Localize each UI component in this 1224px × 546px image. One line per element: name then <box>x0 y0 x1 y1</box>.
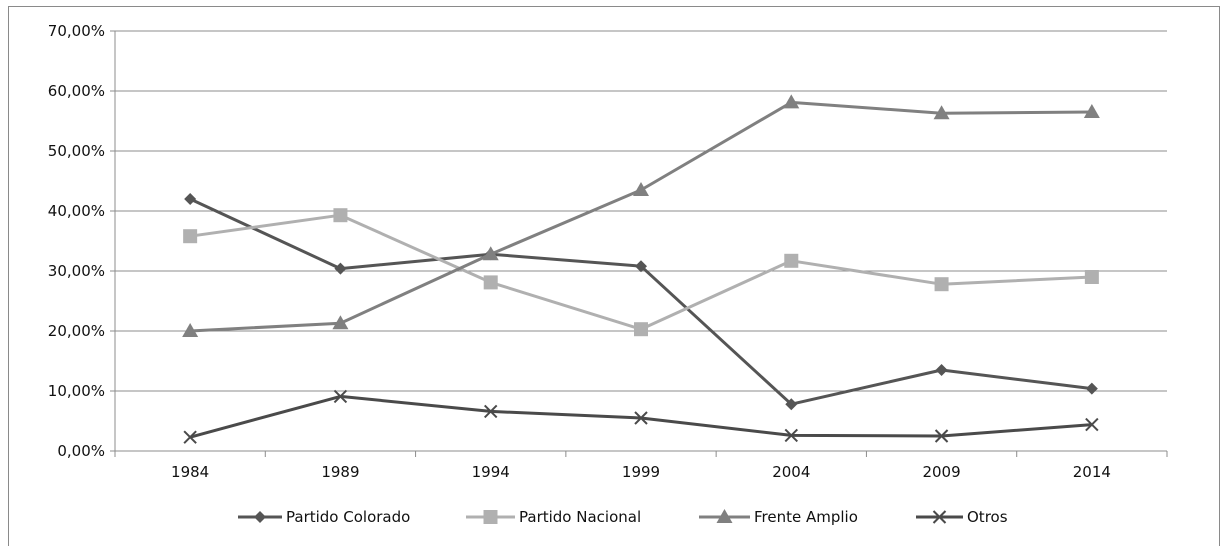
data-point <box>934 429 949 443</box>
legend-label: Partido Colorado <box>286 508 410 526</box>
legend: Partido Colorado Partido Nacional Frente A… <box>238 508 1008 526</box>
data-point <box>634 322 648 337</box>
data-point <box>784 428 798 443</box>
legend-item: Partido Nacional <box>466 508 641 526</box>
legend-label: Otros <box>967 508 1008 526</box>
data-point <box>634 411 648 425</box>
data-point <box>1085 417 1099 432</box>
x-tick-labels: 1984 1989 1994 1999 2004 2009 2014 <box>171 463 1111 481</box>
y-tick-label: 10,00% <box>48 382 105 400</box>
data-point <box>635 260 647 273</box>
y-tick-label: 40,00% <box>48 202 105 220</box>
legend-item: Otros <box>916 508 1008 526</box>
data-point <box>483 275 498 290</box>
legend-marker <box>483 510 498 524</box>
x-tick-label: 2014 <box>1073 463 1111 481</box>
x-tick-label: 1989 <box>321 463 359 481</box>
data-point <box>1084 270 1099 284</box>
data-point <box>183 430 197 444</box>
data-point <box>333 389 348 404</box>
data-point <box>482 246 499 261</box>
chart-frame <box>8 6 1220 546</box>
x-tick-label: 2009 <box>922 463 960 481</box>
y-tick-label: 60,00% <box>48 82 105 100</box>
legend-label: Frente Amplio <box>754 508 858 526</box>
data-point <box>933 105 950 120</box>
series-otros <box>183 389 1099 444</box>
x-tick-label: 1999 <box>622 463 660 481</box>
data-point <box>783 94 800 109</box>
y-tick-label: 30,00% <box>48 262 105 280</box>
y-tick-labels: 0,00% 10,00% 20,00% 30,00% 40,00% 50,00% 60,00… <box>48 22 105 460</box>
series-frente-amplio <box>182 94 1100 337</box>
data-point <box>784 253 799 268</box>
x-tick-label: 2004 <box>772 463 810 481</box>
axes <box>110 30 1168 457</box>
data-point <box>333 208 348 223</box>
y-tick-label: 50,00% <box>48 142 105 160</box>
series-partido-nacional <box>183 208 1099 337</box>
data-point <box>184 193 197 205</box>
data-point <box>1083 104 1100 118</box>
data-point <box>633 182 649 196</box>
data-point <box>1085 382 1098 395</box>
legend-marker <box>254 511 266 523</box>
y-tick-label: 0,00% <box>57 442 105 460</box>
legend-marker <box>932 510 947 524</box>
series-line <box>189 197 1093 406</box>
data-point <box>934 277 949 292</box>
legend-marker <box>716 509 733 523</box>
legend-item: Frente Amplio <box>699 508 858 526</box>
data-point <box>785 398 798 411</box>
gridlines <box>115 30 1167 392</box>
series-lines <box>182 94 1100 444</box>
series-partido-colorado <box>184 193 1098 411</box>
x-tick-label: 1984 <box>171 463 209 481</box>
data-point <box>484 404 498 419</box>
data-point <box>334 262 347 275</box>
x-tick-label: 1994 <box>472 463 510 481</box>
data-point <box>332 315 349 330</box>
y-tick-label: 20,00% <box>48 322 105 340</box>
legend-item: Partido Colorado <box>238 508 410 526</box>
legend-label: Partido Nacional <box>519 508 641 526</box>
y-tick-label: 70,00% <box>48 22 105 40</box>
data-point <box>182 323 199 337</box>
data-point <box>935 364 948 376</box>
data-point <box>183 229 198 244</box>
